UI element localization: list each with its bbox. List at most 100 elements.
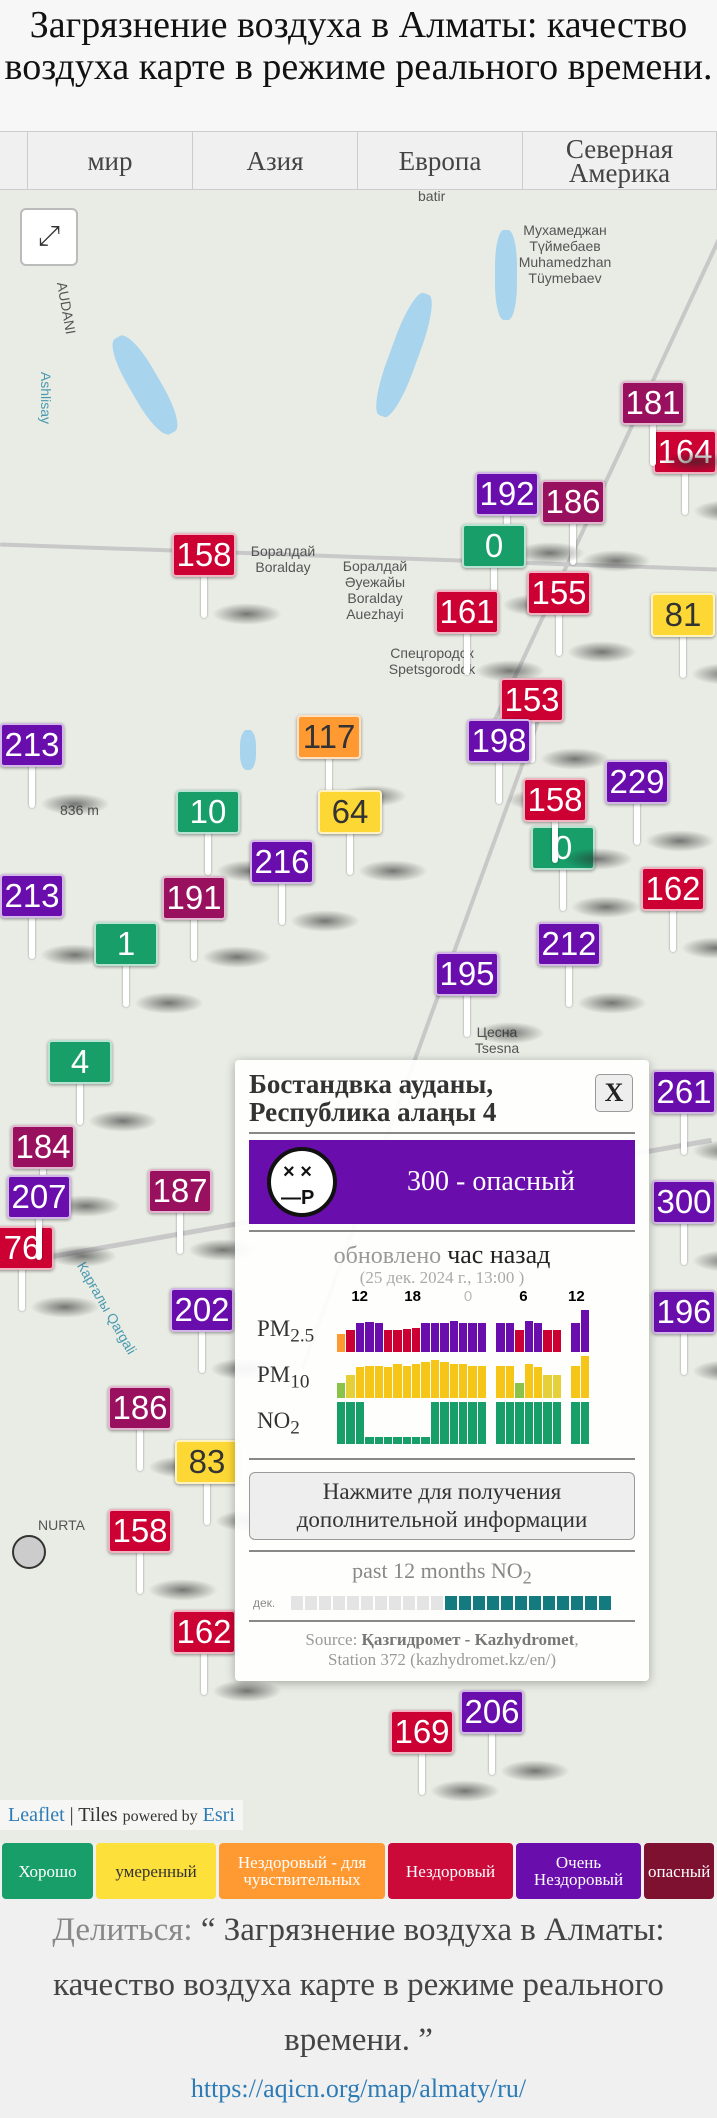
aqi-marker[interactable]: 158 [172, 533, 236, 577]
aqi-marker[interactable]: 76 [0, 1226, 54, 1270]
legend-moderate[interactable]: умеренный [96, 1843, 216, 1899]
aqi-marker[interactable]: 192 [475, 472, 539, 516]
close-button[interactable]: X [595, 1074, 633, 1112]
aqi-marker[interactable]: 4 [48, 1040, 112, 1084]
aqi-marker[interactable]: 10 [176, 790, 240, 834]
pm25-bar [374, 1322, 383, 1352]
no2-bar [552, 1402, 561, 1444]
pm25-bar [412, 1328, 421, 1352]
aqi-marker[interactable]: 186 [541, 480, 605, 524]
pm25-bar [440, 1322, 449, 1352]
aqi-marker[interactable]: 155 [527, 571, 591, 615]
aqi-marker[interactable]: 261 [652, 1070, 716, 1114]
aqi-marker[interactable]: 206 [460, 1690, 524, 1734]
hour-tick: 6 [519, 1288, 528, 1305]
pm10-bar [505, 1365, 515, 1398]
aqi-marker[interactable]: 161 [435, 590, 499, 634]
aqi-marker[interactable]: 0 [462, 524, 526, 568]
map-attribution: Leaflet | Tiles powered by Esri [0, 1800, 243, 1830]
marker-shadow [40, 793, 110, 815]
pm10-label: PM10 [257, 1362, 310, 1393]
leaflet-link[interactable]: Leaflet [8, 1804, 65, 1826]
month-cell [333, 1596, 345, 1611]
marker-pole [204, 1480, 210, 1525]
marker-pole [279, 880, 285, 925]
no2-bar [533, 1402, 543, 1444]
pm10-bar [468, 1365, 477, 1398]
legend-usg[interactable]: Нездоровый - для чувствительных [219, 1843, 385, 1899]
aqi-marker[interactable]: 195 [435, 952, 499, 996]
source-text: Source: Қазгидромет - Kazhydromet, Statio… [305, 1630, 579, 1670]
marker-pole [177, 1209, 183, 1254]
place-label: Боралдай Boralday [250, 543, 316, 575]
aqi-marker[interactable]: 216 [250, 840, 314, 884]
pm25-bars[interactable] [337, 1308, 590, 1352]
aqi-marker[interactable]: 184 [11, 1125, 75, 1169]
aqi-marker[interactable]: 191 [162, 876, 226, 920]
pm25-bar [393, 1329, 402, 1352]
no2-bar [524, 1402, 533, 1444]
marker-pole [205, 830, 211, 875]
pm10-bars[interactable] [337, 1354, 590, 1398]
month-label: дек. [253, 1596, 276, 1611]
past-12-months-label: past 12 months NO2 [352, 1558, 532, 1588]
aqi-marker[interactable]: 207 [7, 1175, 71, 1219]
divider [249, 1550, 635, 1552]
aqi-marker[interactable]: 81 [651, 593, 715, 637]
aqi-marker[interactable]: 162 [641, 867, 705, 911]
pm25-bar [355, 1322, 365, 1352]
aqi-marker[interactable]: 229 [605, 760, 669, 804]
aqi-marker[interactable]: 213 [0, 723, 64, 767]
tab-spacer [0, 132, 28, 189]
aqi-marker[interactable]: 213 [0, 874, 64, 918]
station-info[interactable]: Station 372 (kazhydromet.kz/en/) [327, 1650, 557, 1670]
legend-hazardous[interactable]: опасный [644, 1843, 714, 1899]
fullscreen-button[interactable]: ⤢ [20, 208, 78, 266]
tab-north-america[interactable]: Северная Америка [523, 132, 717, 189]
aqi-marker[interactable]: 186 [108, 1386, 172, 1430]
aqi-marker[interactable]: 158 [523, 778, 587, 822]
place-label: NURTA [38, 1517, 85, 1533]
pm10-bar [365, 1365, 374, 1398]
no2-row: NO2 [249, 1398, 635, 1444]
marker-shadow [430, 1780, 500, 1802]
tab-europe[interactable]: Европа [358, 132, 523, 189]
aqi-marker[interactable]: 158 [108, 1509, 172, 1553]
empty-station-marker[interactable] [12, 1535, 46, 1569]
aqi-marker[interactable]: 162 [172, 1610, 236, 1654]
legend-unhealthy[interactable]: Нездоровый [388, 1843, 513, 1899]
pm10-bar [440, 1361, 449, 1398]
pm10-bar [393, 1363, 402, 1398]
legend-good[interactable]: Хорошо [2, 1843, 93, 1899]
aqi-marker[interactable]: 153 [500, 678, 564, 722]
divider [249, 1230, 635, 1232]
place-label: batir [418, 190, 446, 204]
aqi-marker[interactable]: 1 [94, 922, 158, 966]
aqi-marker[interactable]: 117 [297, 715, 361, 759]
tab-world[interactable]: мир [28, 132, 193, 189]
aqi-marker[interactable]: 198 [467, 719, 531, 763]
aqi-marker[interactable]: 64 [318, 790, 382, 834]
aqi-marker[interactable]: 169 [390, 1710, 454, 1754]
aqi-marker[interactable]: 196 [652, 1290, 716, 1334]
pm25-bar [430, 1322, 440, 1352]
marker-shadow [571, 896, 641, 918]
tab-asia[interactable]: Азия [193, 132, 358, 189]
aqi-marker[interactable]: 202 [170, 1288, 234, 1332]
aqi-marker[interactable]: 212 [537, 922, 601, 966]
legend-very-unhealthy[interactable]: Очень Нездоровый [516, 1843, 641, 1899]
share-url[interactable]: https://aqicn.org/map/almaty/ru/ [190, 2074, 527, 2103]
esri-link[interactable]: Esri [202, 1804, 235, 1826]
source-link[interactable]: Қазгидромет - Kazhydromet [361, 1630, 575, 1650]
no2-bars[interactable] [337, 1400, 590, 1444]
marker-shadow [290, 910, 360, 932]
aqi-marker[interactable]: 83 [175, 1440, 239, 1484]
more-info-button[interactable]: Нажмите для получения дополнительной инф… [249, 1472, 635, 1540]
aqi-marker[interactable]: 181 [621, 381, 685, 425]
pm10-bar [430, 1359, 440, 1398]
aqi-marker[interactable]: 187 [148, 1169, 212, 1213]
month-cell [571, 1596, 583, 1611]
pm25-bar [477, 1323, 486, 1352]
past-12-months-strip: дек. [249, 1594, 635, 1612]
aqi-marker[interactable]: 300 [652, 1180, 716, 1224]
